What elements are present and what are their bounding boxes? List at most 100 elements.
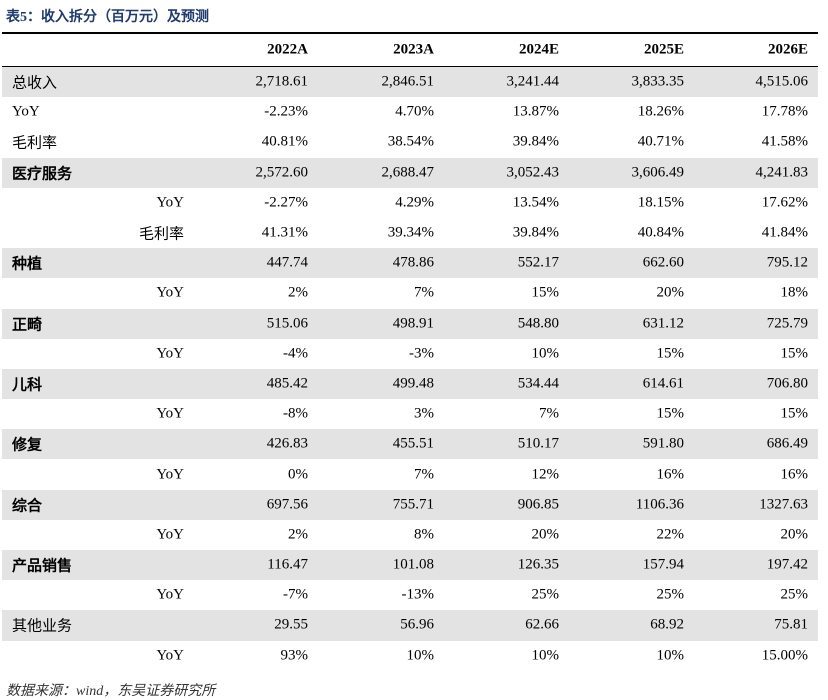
table-cell: 75.81 [774,616,808,633]
table-cell: 39.84% [512,224,559,241]
table-cell: 3,052.43 [506,164,560,181]
table-cell: 7% [539,405,559,422]
table-row: YoY -2.23% 4.70% 13.87% 18.26% 17.78% [2,97,818,127]
row-label: 儿科 [12,377,43,394]
table-cell: 40.84% [637,224,684,241]
table-cell: 706.80 [766,375,808,392]
row-label: 其他业务 [12,618,73,635]
table-row: YoY -2.27% 4.29% 13.54% 18.15% 17.62% [2,188,818,218]
table-cell: 15% [531,284,560,301]
table-cell: 426.83 [266,435,308,452]
table-row: 修复 426.83 455.51 510.17 591.80 686.49 [2,429,818,460]
table-cell: 68.92 [650,616,684,633]
table-cell: 12% [531,466,560,483]
row-label: 医疗服务 [12,166,73,183]
table-cell: 16% [780,466,809,483]
table-row: YoY 2% 8% 20% 22% 20% [2,520,818,550]
table-cell: 197.42 [766,556,808,573]
table-cell: 101.08 [392,556,434,573]
table-cell: 56.96 [400,616,434,633]
table-cell: 25% [780,586,809,603]
table-cell: 534.44 [517,375,559,392]
table-cell: 697.56 [266,496,308,513]
row-label: 种植 [12,256,43,273]
table-cell: 631.12 [642,315,684,332]
table-cell: 116.47 [267,556,308,573]
table-cell: 93% [280,647,309,664]
table-cell: 662.60 [642,254,684,271]
table-cell: 15% [656,345,685,362]
row-label: YoY [156,526,184,543]
table-row: 儿科 485.42 499.48 534.44 614.61 706.80 [2,368,818,400]
row-label: YoY [156,194,184,211]
table-cell: 447.74 [266,254,308,271]
row-label: 产品销售 [12,558,73,575]
table: 2022A 2023A 2024E 2025E 2026E 总收入 2,718.61 2,84… [2,32,818,671]
table-cell: 2% [288,526,308,543]
table-row: YoY 0% 7% 12% 16% 16% [2,459,818,489]
table-cell: 10% [531,345,560,362]
row-label: 毛利率 [138,226,184,243]
table-cell: 10% [656,647,685,664]
table-cell: 795.12 [766,254,808,271]
row-label: YoY [156,586,184,603]
table-cell: -7% [283,586,308,603]
table-cell: 2,688.47 [381,164,435,181]
table-row: 总收入 2,718.61 2,846.51 3,241.44 3,833.35 4,515… [2,67,818,98]
table-cell: -13% [401,586,435,603]
row-label: 综合 [12,498,43,515]
table-row: YoY -4% -3% 10% 15% 15% [2,339,818,369]
table-cell: 13.54% [512,194,559,211]
table-row: YoY -7% -13% 25% 25% 25% [2,580,818,610]
table-cell: 39.84% [512,133,559,150]
table-cell: 18% [780,284,809,301]
column-header: 2023A [393,41,434,58]
table-cell: 41.84% [761,224,808,241]
table-row: YoY 93% 10% 10% 10% 15.00% [2,641,818,671]
table-cell: 548.80 [517,315,559,332]
table-row: 种植 447.74 478.86 552.17 662.60 795.12 [2,248,818,279]
column-header: 2024E [518,41,559,58]
row-label: YoY [12,103,40,120]
table-row: 产品销售 116.47 101.08 126.35 157.94 197.42 [2,550,818,581]
table-cell: 18.26% [637,103,684,120]
table-cell: 25% [656,586,685,603]
table-cell: 15% [780,405,809,422]
table-cell: 485.42 [266,375,308,392]
table-cell: 2,718.61 [255,73,309,90]
table-cell: -4% [283,345,308,362]
column-header: 2025E [643,41,684,58]
table-cell: -3% [409,345,434,362]
table-row: YoY -8% 3% 7% 15% 15% [2,399,818,429]
table-cell: 4.29% [395,194,434,211]
row-label: 正畸 [12,317,43,334]
table-cell: 906.85 [517,496,559,513]
table-cell: 40.81% [261,133,308,150]
table-cell: 515.06 [266,315,308,332]
table-cell: 17.78% [761,103,808,120]
table-cell: 20% [780,526,809,543]
table-cell: 2% [288,284,308,301]
table-cell: 4.70% [395,103,434,120]
row-label: YoY [156,345,184,362]
table-row: 其他业务 29.55 56.96 62.66 68.92 75.81 [2,610,818,641]
table-row: 正畸 515.06 498.91 548.80 631.12 725.79 [2,308,818,339]
table-cell: 126.35 [517,556,559,573]
table-cell: 1106.36 [635,496,684,513]
source-note: 数据来源：wind，东吴证券研究所 [6,684,216,699]
table-title: 表5：收入拆分（百万元）及预测 [6,10,209,25]
header-row: 2022A 2023A 2024E 2025E 2026E [2,34,818,67]
row-label: YoY [156,284,184,301]
table-cell: 20% [656,284,685,301]
table-cell: 686.49 [766,435,808,452]
table-cell: 552.17 [517,254,559,271]
row-label: 毛利率 [12,135,58,152]
table-cell: 39.34% [387,224,434,241]
table-cell: -2.27% [264,194,308,211]
table-cell: 15% [780,345,809,362]
table-cell: 17.62% [761,194,808,211]
table-cell: 157.94 [642,556,684,573]
row-label: 修复 [12,437,43,454]
table-cell: 10% [531,647,560,664]
